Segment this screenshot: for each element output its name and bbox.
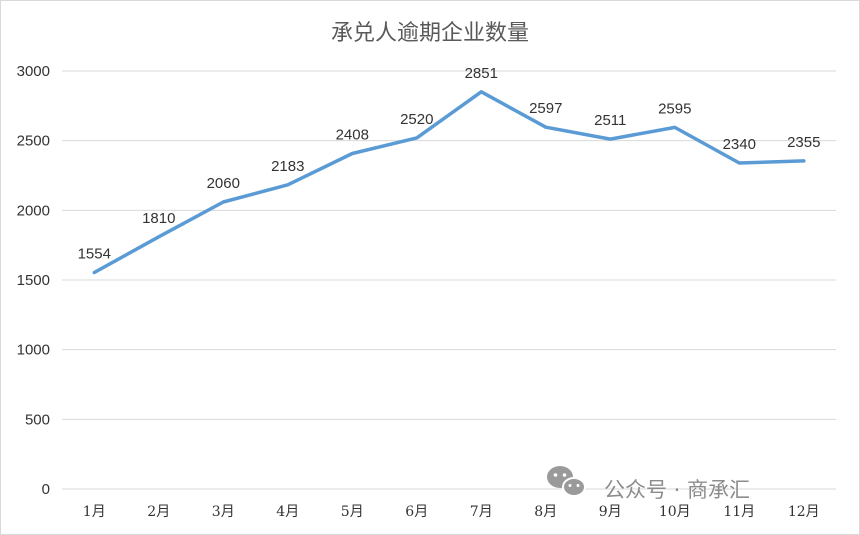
watermark-text: 公众号 · 商承汇 — [604, 478, 750, 502]
x-tick-label: 10月 — [659, 504, 691, 520]
y-tick-label: 2500 — [17, 133, 50, 150]
y-tick-label: 2000 — [17, 202, 50, 219]
data-label: 2511 — [594, 112, 626, 129]
x-tick-label: 3月 — [212, 504, 235, 520]
data-label: 2597 — [529, 100, 562, 117]
data-label: 1554 — [78, 245, 111, 262]
x-tick-label: 5月 — [341, 504, 364, 520]
y-tick-label: 1000 — [17, 342, 50, 359]
data-label: 1810 — [142, 210, 175, 227]
x-tick-label: 4月 — [276, 504, 299, 520]
x-axis-ticks: 1月 2月 3月 4月 5月 6月 7月 8月 9月 10月 11月 12月 — [83, 504, 820, 520]
data-label: 2060 — [207, 175, 240, 192]
x-tick-label: 2月 — [147, 504, 170, 520]
y-tick-label: 500 — [25, 411, 50, 428]
watermark: 公众号 · 商承汇 — [547, 466, 750, 502]
series-line — [92, 90, 806, 275]
wechat-icon — [547, 466, 586, 497]
y-axis-ticks: 0 500 1000 1500 2000 2500 3000 — [17, 63, 50, 498]
x-tick-label: 1月 — [83, 504, 106, 520]
x-tick-label: 9月 — [599, 504, 622, 520]
data-label: 2355 — [787, 134, 820, 151]
x-tick-label: 6月 — [405, 504, 428, 520]
data-label: 2595 — [658, 100, 691, 117]
x-tick-label: 7月 — [470, 504, 493, 520]
x-tick-label: 11月 — [723, 504, 755, 520]
data-label: 2408 — [336, 126, 369, 143]
y-tick-label: 1500 — [17, 272, 50, 289]
y-tick-label: 0 — [42, 481, 50, 498]
grid-lines — [62, 70, 836, 490]
x-tick-label: 12月 — [788, 504, 820, 520]
data-label: 2340 — [723, 136, 756, 153]
data-label: 2851 — [465, 65, 498, 82]
data-label: 2183 — [271, 158, 304, 175]
y-tick-label: 3000 — [17, 63, 50, 80]
x-tick-label: 8月 — [534, 504, 557, 520]
data-labels: 1554 1810 2060 2183 2408 2520 2851 2597 2511 2595… — [78, 65, 821, 263]
chart-title: 承兑人逾期企业数量 — [331, 21, 529, 46]
data-label: 2520 — [400, 111, 433, 128]
